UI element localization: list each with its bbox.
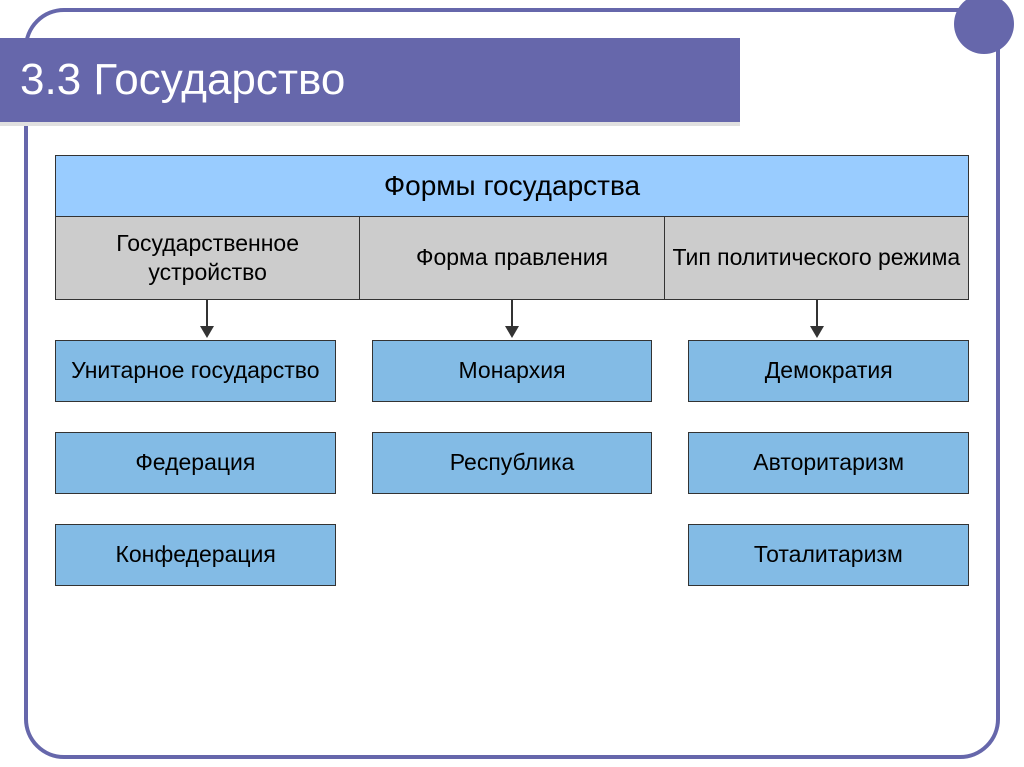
- subheader-political-regime: Тип политического режима: [665, 217, 969, 300]
- forms-header: Формы государства: [55, 155, 969, 217]
- slide-title: 3.3 Государство: [20, 55, 345, 105]
- subheader-structure: Государственное устройство: [55, 217, 360, 300]
- box-confederation: Конфедерация: [55, 524, 336, 586]
- subheader-government-form: Форма правления: [360, 217, 664, 300]
- box-federation: Федерация: [55, 432, 336, 494]
- box-row-2: Федерация Республика Авторитаризм: [55, 432, 969, 494]
- box-republic: Республика: [372, 432, 653, 494]
- box-unitary-state: Унитарное государство: [55, 340, 336, 402]
- box-row-3: Конфедерация Тоталитаризм: [55, 524, 969, 586]
- arrow-icon: [200, 300, 214, 338]
- diagram-container: Формы государства Государственное устрой…: [55, 155, 969, 616]
- box-totalitarianism: Тоталитаризм: [688, 524, 969, 586]
- header-row: Формы государства: [55, 155, 969, 217]
- box-empty: [372, 524, 651, 586]
- arrow-icon: [505, 300, 519, 338]
- title-bar: 3.3 Государство: [0, 38, 740, 122]
- box-democracy: Демократия: [688, 340, 969, 402]
- box-authoritarianism: Авторитаризм: [688, 432, 969, 494]
- corner-decoration: [954, 0, 1014, 54]
- title-accent-line: [0, 122, 740, 126]
- box-row-1: Унитарное государство Монархия Демократи…: [55, 340, 969, 402]
- box-monarchy: Монархия: [372, 340, 653, 402]
- subheader-row: Государственное устройство Форма правлен…: [55, 217, 969, 300]
- arrow-row: [55, 300, 969, 340]
- arrow-icon: [810, 300, 824, 338]
